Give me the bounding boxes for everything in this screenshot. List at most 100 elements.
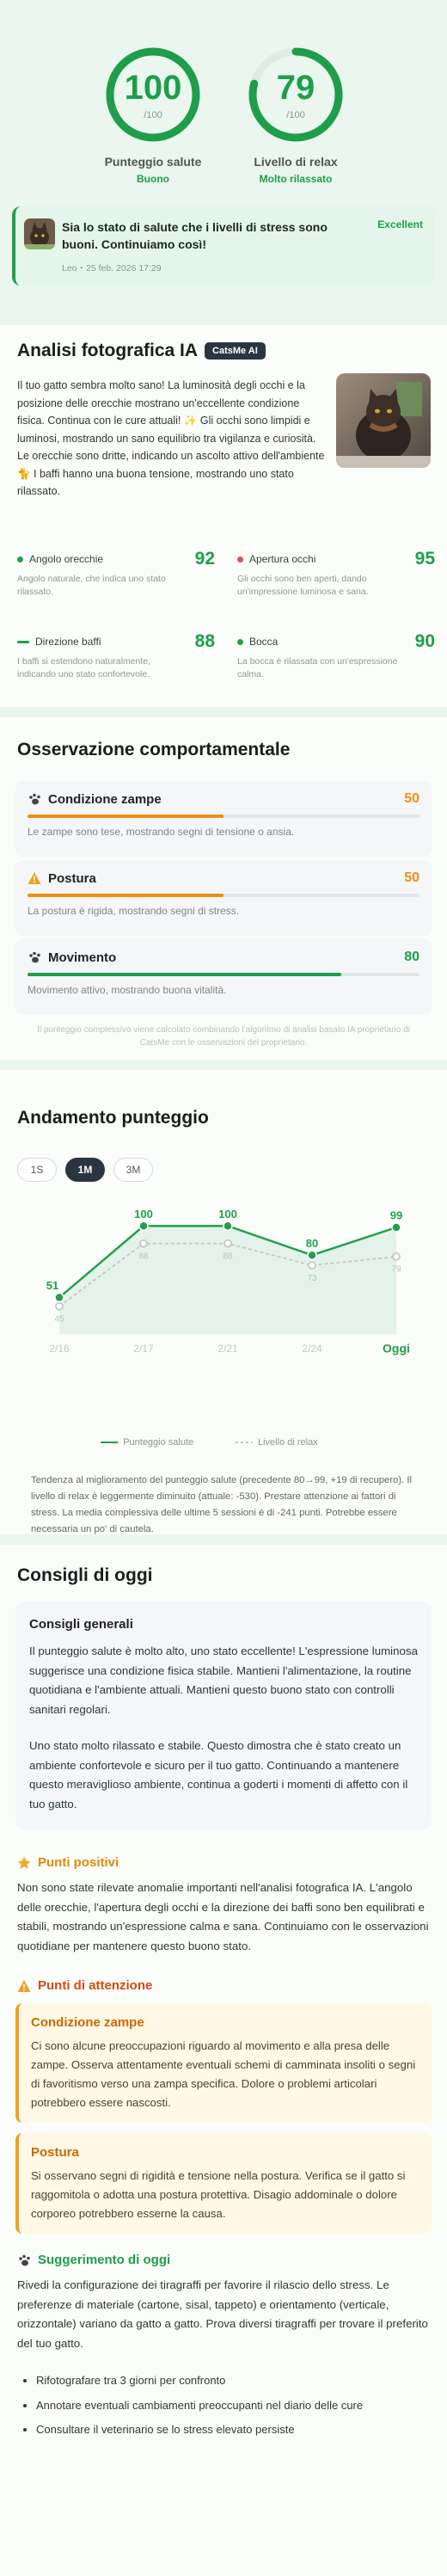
photo-analysis: Analisi fotografica IA CatsMe AI Il tuo g…	[0, 325, 447, 707]
metric-score: 95	[414, 549, 435, 569]
attention-card: Postura Si osservano segni di rigidità e…	[15, 2133, 432, 2234]
value-label: 100	[218, 1208, 237, 1220]
x-tick-label: Oggi	[383, 1342, 410, 1356]
positive-points: Punti positivi Non sono state rilevate a…	[17, 1855, 430, 1956]
gauge-score: 100	[124, 69, 182, 107]
positive-text: Non sono state rilevate anomalie importa…	[17, 1881, 429, 1952]
range-tab[interactable]: 1M	[65, 1158, 105, 1182]
value-label: 100	[134, 1208, 153, 1220]
gauge-max: /100	[286, 110, 305, 120]
value-label: 45	[54, 1314, 64, 1324]
general-card: Consigli generali Il punteggio salute è …	[15, 1602, 432, 1829]
section-title: Analisi fotografica IA	[17, 341, 199, 360]
value-label: 51	[46, 1279, 58, 1292]
gauge-score: 79	[276, 69, 315, 107]
warning-icon	[17, 1979, 31, 1992]
section-title: Osservazione comportamentale	[17, 740, 291, 759]
subsection-title: Punti di attenzione	[38, 1978, 153, 1993]
card-title: Consigli generali	[29, 1617, 133, 1632]
metric-dot	[237, 556, 243, 563]
behavior-item: Condizione zampe 50 Le zampe sono tese, m…	[15, 781, 432, 857]
metric-dot	[237, 638, 243, 645]
point	[308, 1261, 316, 1270]
point	[223, 1220, 233, 1232]
metric-name: Apertura occhi	[249, 553, 316, 565]
item-description: Movimento attivo, mostrando buona vitali…	[28, 984, 227, 996]
advice: Consigli di oggi Consigli generali Il pu…	[0, 1545, 447, 2576]
gauge-arc	[248, 47, 343, 142]
value-label: 79	[391, 1265, 401, 1275]
trend-chart: 51 100 100 80 99 45 88 88 73 79 2/16 2/17 2/21 2/24 Og…	[46, 1208, 410, 1448]
card-text: Ci sono alcune preoccupazioni riguardo a…	[31, 2039, 416, 2109]
summary-card: Sia lo stato di salute che i livelli di …	[12, 206, 435, 286]
subsection-title: Suggerimento di oggi	[38, 2253, 171, 2267]
metric-description: Angolo naturale, che indica uno stato ri…	[17, 574, 166, 597]
summary-meta: Leo・25 feb. 2026 17:29	[62, 263, 162, 274]
metric-name: Direzione baffi	[35, 636, 101, 648]
warning-icon	[28, 872, 41, 884]
metric-dot	[17, 556, 23, 563]
metric-dot	[17, 640, 29, 643]
x-tick-label: 2/24	[302, 1343, 322, 1355]
item-description: Le zampe sono tese, mostrando segni di t…	[28, 826, 295, 838]
metric-name: Angolo orecchie	[29, 553, 104, 565]
relax-gauge: 79 /100 Livello di relax Molto rilassato	[231, 43, 360, 185]
gauge-ring	[106, 47, 200, 142]
range-tab[interactable]: 1S	[17, 1158, 57, 1182]
area	[59, 1226, 396, 1334]
point	[55, 1301, 64, 1311]
value-label: 80	[306, 1237, 318, 1250]
item-score: 50	[404, 870, 419, 885]
metric-name: Bocca	[249, 636, 279, 648]
trend-summary: Tendenza al miglioramento del punteggio …	[31, 1475, 413, 1534]
score-header: 100 /100 Punteggio salute Buono 79 /100 …	[0, 0, 447, 311]
value-label: 73	[307, 1274, 317, 1283]
tip: Suggerimento di oggi Rivedi la configura…	[17, 2253, 430, 2443]
cat-photo	[336, 373, 431, 468]
value-label: 99	[390, 1209, 402, 1222]
star-icon	[17, 1856, 31, 1869]
metric-score: 90	[414, 631, 435, 651]
point	[139, 1239, 148, 1248]
card-title: Postura	[31, 2145, 79, 2160]
item-name: Postura	[48, 870, 96, 886]
paw-icon	[29, 951, 40, 963]
gauge-status: Molto rilassato	[259, 173, 333, 185]
score-bar	[28, 894, 224, 897]
x-tick-label: 2/17	[133, 1343, 154, 1355]
ai-badge: CatsMe AI	[205, 342, 266, 360]
tip-text: Rivedi la configurazione dei tiragraffi …	[17, 2278, 428, 2350]
tip-bullet: Rifotografare tra 3 giorni per confronto	[36, 2369, 430, 2394]
point	[392, 1252, 401, 1261]
section-header: Analisi fotografica IA CatsMe AI	[17, 341, 266, 361]
trend: Andamento punteggio 1S 1M 3M 51 100 100 80 9…	[0, 1070, 447, 1534]
legend-label: Livello di relax	[258, 1437, 318, 1448]
score-bar	[28, 815, 224, 818]
gauge-ring	[248, 47, 343, 142]
item-name: Condizione zampe	[48, 791, 162, 807]
value-label: 88	[138, 1251, 149, 1261]
advice-paragraph: Il punteggio salute è molto alto, uno st…	[29, 1645, 418, 1716]
gauge-status: Buono	[137, 173, 169, 185]
section-title: Andamento punteggio	[17, 1108, 209, 1128]
x-tick-label: 2/16	[49, 1343, 70, 1355]
metric-description: La bocca è rilassata con un'espressione …	[237, 656, 398, 679]
range-tab[interactable]: 3M	[113, 1158, 153, 1182]
gauge-label: Punteggio salute	[104, 155, 202, 169]
point	[54, 1292, 64, 1303]
gauge-max: /100	[144, 110, 162, 120]
subsection-title: Punti positivi	[38, 1855, 119, 1870]
x-tick-label: 2/21	[217, 1343, 238, 1355]
metric-score: 88	[194, 631, 215, 651]
attention-card: Condizione zampe Ci sono alcune preoccup…	[15, 2003, 432, 2123]
card-text: Si osservano segni di rigidità e tension…	[31, 2169, 406, 2220]
summary-badge: Excellent	[377, 218, 423, 231]
metric: Angolo orecchie 92 Angolo naturale, che i…	[17, 549, 215, 599]
item-score: 80	[404, 950, 419, 964]
section-title: Consigli di oggi	[17, 1565, 153, 1585]
avatar	[24, 218, 55, 249]
behavior-item: Postura 50 La postura è rigida, mostrando…	[15, 860, 432, 936]
item-name: Movimento	[48, 950, 117, 965]
summary-message: Sia lo stato di salute che i livelli di …	[62, 220, 328, 251]
